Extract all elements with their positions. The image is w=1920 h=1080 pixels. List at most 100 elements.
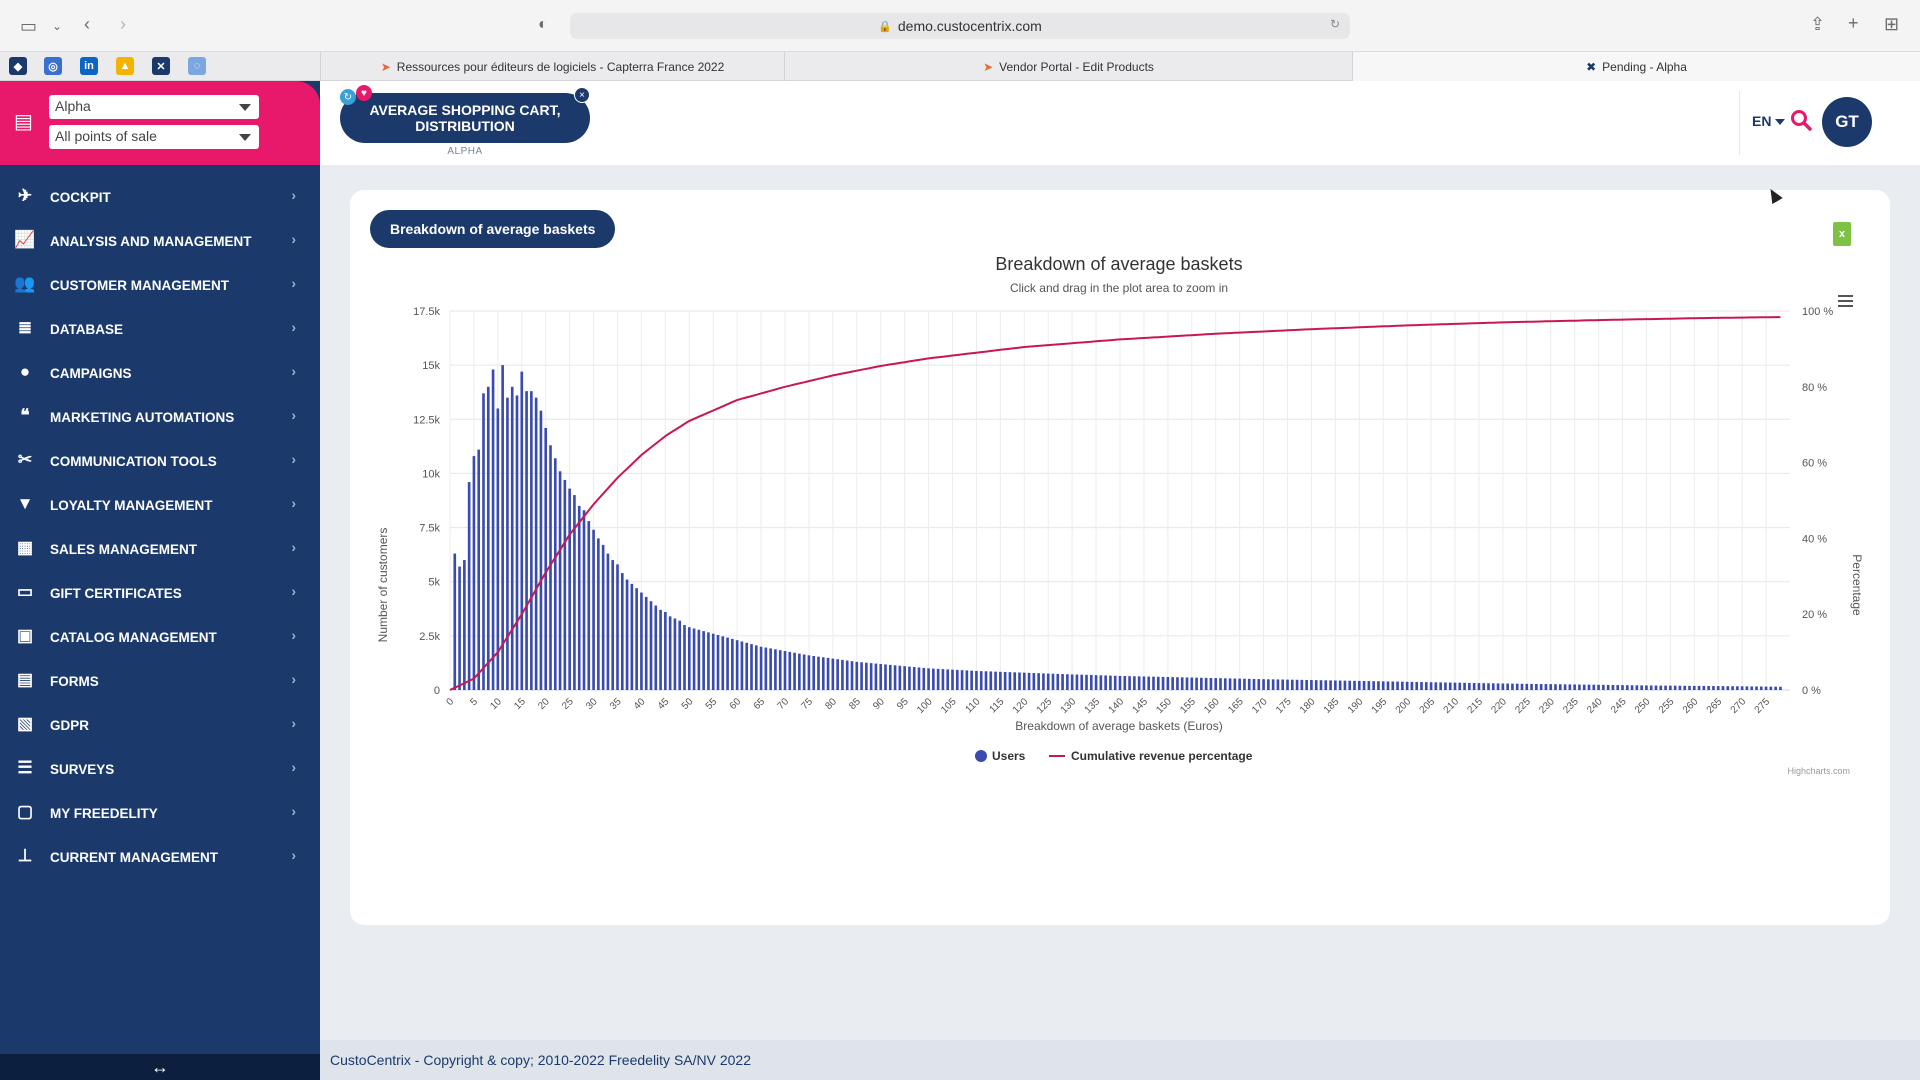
legend-users-label[interactable]: Users xyxy=(992,749,1026,763)
users-bar[interactable] xyxy=(1755,686,1758,690)
users-bar[interactable] xyxy=(553,458,557,690)
users-bar[interactable] xyxy=(1166,677,1170,690)
users-bar[interactable] xyxy=(654,605,658,690)
users-bar[interactable] xyxy=(1558,684,1562,690)
users-bar[interactable] xyxy=(1152,676,1155,690)
users-bar[interactable] xyxy=(1003,671,1007,690)
users-bar[interactable] xyxy=(506,397,509,690)
users-bar[interactable] xyxy=(1568,684,1572,690)
users-bar[interactable] xyxy=(1453,682,1457,690)
users-bar[interactable] xyxy=(1496,683,1500,690)
sidebar-item-gdpr[interactable]: ▧ GDPR › xyxy=(0,703,320,747)
users-bar[interactable] xyxy=(1348,680,1352,690)
users-bar[interactable] xyxy=(697,629,701,690)
users-bar[interactable] xyxy=(453,553,457,690)
users-bar[interactable] xyxy=(1080,674,1084,690)
users-bar[interactable] xyxy=(1463,682,1466,690)
users-bar[interactable] xyxy=(850,661,854,690)
users-bar[interactable] xyxy=(1673,685,1677,690)
users-bar[interactable] xyxy=(1683,685,1687,690)
users-bar[interactable] xyxy=(888,664,892,690)
users-bar[interactable] xyxy=(874,663,878,690)
users-bar[interactable] xyxy=(1487,683,1490,690)
users-bar[interactable] xyxy=(1396,681,1399,690)
users-bar[interactable] xyxy=(1391,681,1395,690)
users-bar[interactable] xyxy=(1664,685,1667,690)
users-bar[interactable] xyxy=(640,592,643,690)
users-bar[interactable] xyxy=(951,669,954,690)
users-bar[interactable] xyxy=(1118,675,1122,690)
users-bar[interactable] xyxy=(754,645,758,690)
users-bar[interactable] xyxy=(841,659,844,690)
users-bar[interactable] xyxy=(1314,680,1318,690)
users-bar[interactable] xyxy=(1525,683,1529,690)
users-bar[interactable] xyxy=(1424,682,1428,690)
users-bar[interactable] xyxy=(1367,681,1371,690)
users-bar[interactable] xyxy=(611,560,615,690)
back-icon[interactable]: ‹ xyxy=(84,14,90,34)
users-bar[interactable] xyxy=(740,641,744,690)
users-bar[interactable] xyxy=(1319,680,1323,690)
users-bar[interactable] xyxy=(1515,683,1519,690)
users-bar[interactable] xyxy=(1018,672,1021,690)
users-bar[interactable] xyxy=(989,671,993,690)
sidebar-item-my-freedelity[interactable]: ▢ MY FREEDELITY › xyxy=(0,791,320,835)
forward-icon[interactable]: › xyxy=(120,14,126,34)
users-bar[interactable] xyxy=(463,560,466,690)
users-bar[interactable] xyxy=(664,612,667,690)
users-bar[interactable] xyxy=(1357,680,1361,690)
url-bar[interactable]: 🔒 demo.custocentrix.com ↻ xyxy=(570,13,1350,39)
tab-vendor-portal[interactable]: ➤ Vendor Portal - Edit Products xyxy=(784,52,1352,81)
users-bar[interactable] xyxy=(1195,677,1198,690)
users-bar[interactable] xyxy=(783,651,787,690)
sidebar-item-surveys[interactable]: ☰ SURVEYS › xyxy=(0,747,320,791)
users-bar[interactable] xyxy=(1520,683,1524,690)
users-bar[interactable] xyxy=(1501,683,1505,690)
users-bar[interactable] xyxy=(826,657,830,690)
collapse-sidebar-icon[interactable]: ↔ xyxy=(0,1054,320,1080)
users-bar[interactable] xyxy=(975,670,978,690)
users-bar[interactable] xyxy=(482,393,485,690)
users-bar[interactable] xyxy=(817,656,820,690)
users-bar[interactable] xyxy=(1142,676,1146,690)
users-bar[interactable] xyxy=(510,386,514,690)
users-bar[interactable] xyxy=(1257,679,1261,690)
users-bar[interactable] xyxy=(1587,684,1591,690)
users-bar[interactable] xyxy=(486,386,490,690)
users-bar[interactable] xyxy=(1649,685,1653,690)
users-bar[interactable] xyxy=(994,671,997,690)
tab-overview-icon[interactable]: ⊞ xyxy=(1884,14,1900,34)
users-bar[interactable] xyxy=(1267,679,1270,690)
sidebar-item-database[interactable]: ≣ DATABASE › xyxy=(0,307,320,351)
sidebar-item-catalog[interactable]: ▣ CATALOG MANAGEMENT › xyxy=(0,615,320,659)
users-bar[interactable] xyxy=(1161,676,1165,690)
users-bar[interactable] xyxy=(912,667,916,690)
users-bar[interactable] xyxy=(721,636,725,690)
users-bar[interactable] xyxy=(616,564,619,690)
users-bar[interactable] xyxy=(1429,682,1433,690)
users-bar[interactable] xyxy=(1286,679,1289,690)
pos-select[interactable]: All points of sale xyxy=(49,125,259,149)
users-bar[interactable] xyxy=(501,365,504,690)
users-bar[interactable] xyxy=(692,628,696,690)
users-bar[interactable] xyxy=(1750,686,1754,690)
sidebar-item-customers[interactable]: 👥 CUSTOMER MANAGEMENT › xyxy=(0,263,320,307)
users-bar[interactable] xyxy=(1669,685,1672,690)
users-bar[interactable] xyxy=(1511,683,1514,690)
users-bar[interactable] xyxy=(960,670,964,690)
users-bar[interactable] xyxy=(1554,684,1557,690)
users-bar[interactable] xyxy=(759,646,763,690)
users-bar[interactable] xyxy=(587,521,591,690)
users-bar[interactable] xyxy=(932,668,935,690)
users-bar[interactable] xyxy=(898,665,902,690)
users-bar[interactable] xyxy=(1228,678,1232,690)
users-bar[interactable] xyxy=(812,655,816,690)
users-bar[interactable] xyxy=(807,655,811,690)
users-bar[interactable] xyxy=(1606,684,1610,690)
users-bar[interactable] xyxy=(750,644,753,690)
users-bar[interactable] xyxy=(1621,685,1624,690)
chart-menu-icon[interactable] xyxy=(1838,295,1853,307)
users-bar[interactable] xyxy=(563,479,567,690)
users-bar[interactable] xyxy=(1013,672,1017,690)
refresh-icon[interactable]: ↻ xyxy=(340,89,356,105)
